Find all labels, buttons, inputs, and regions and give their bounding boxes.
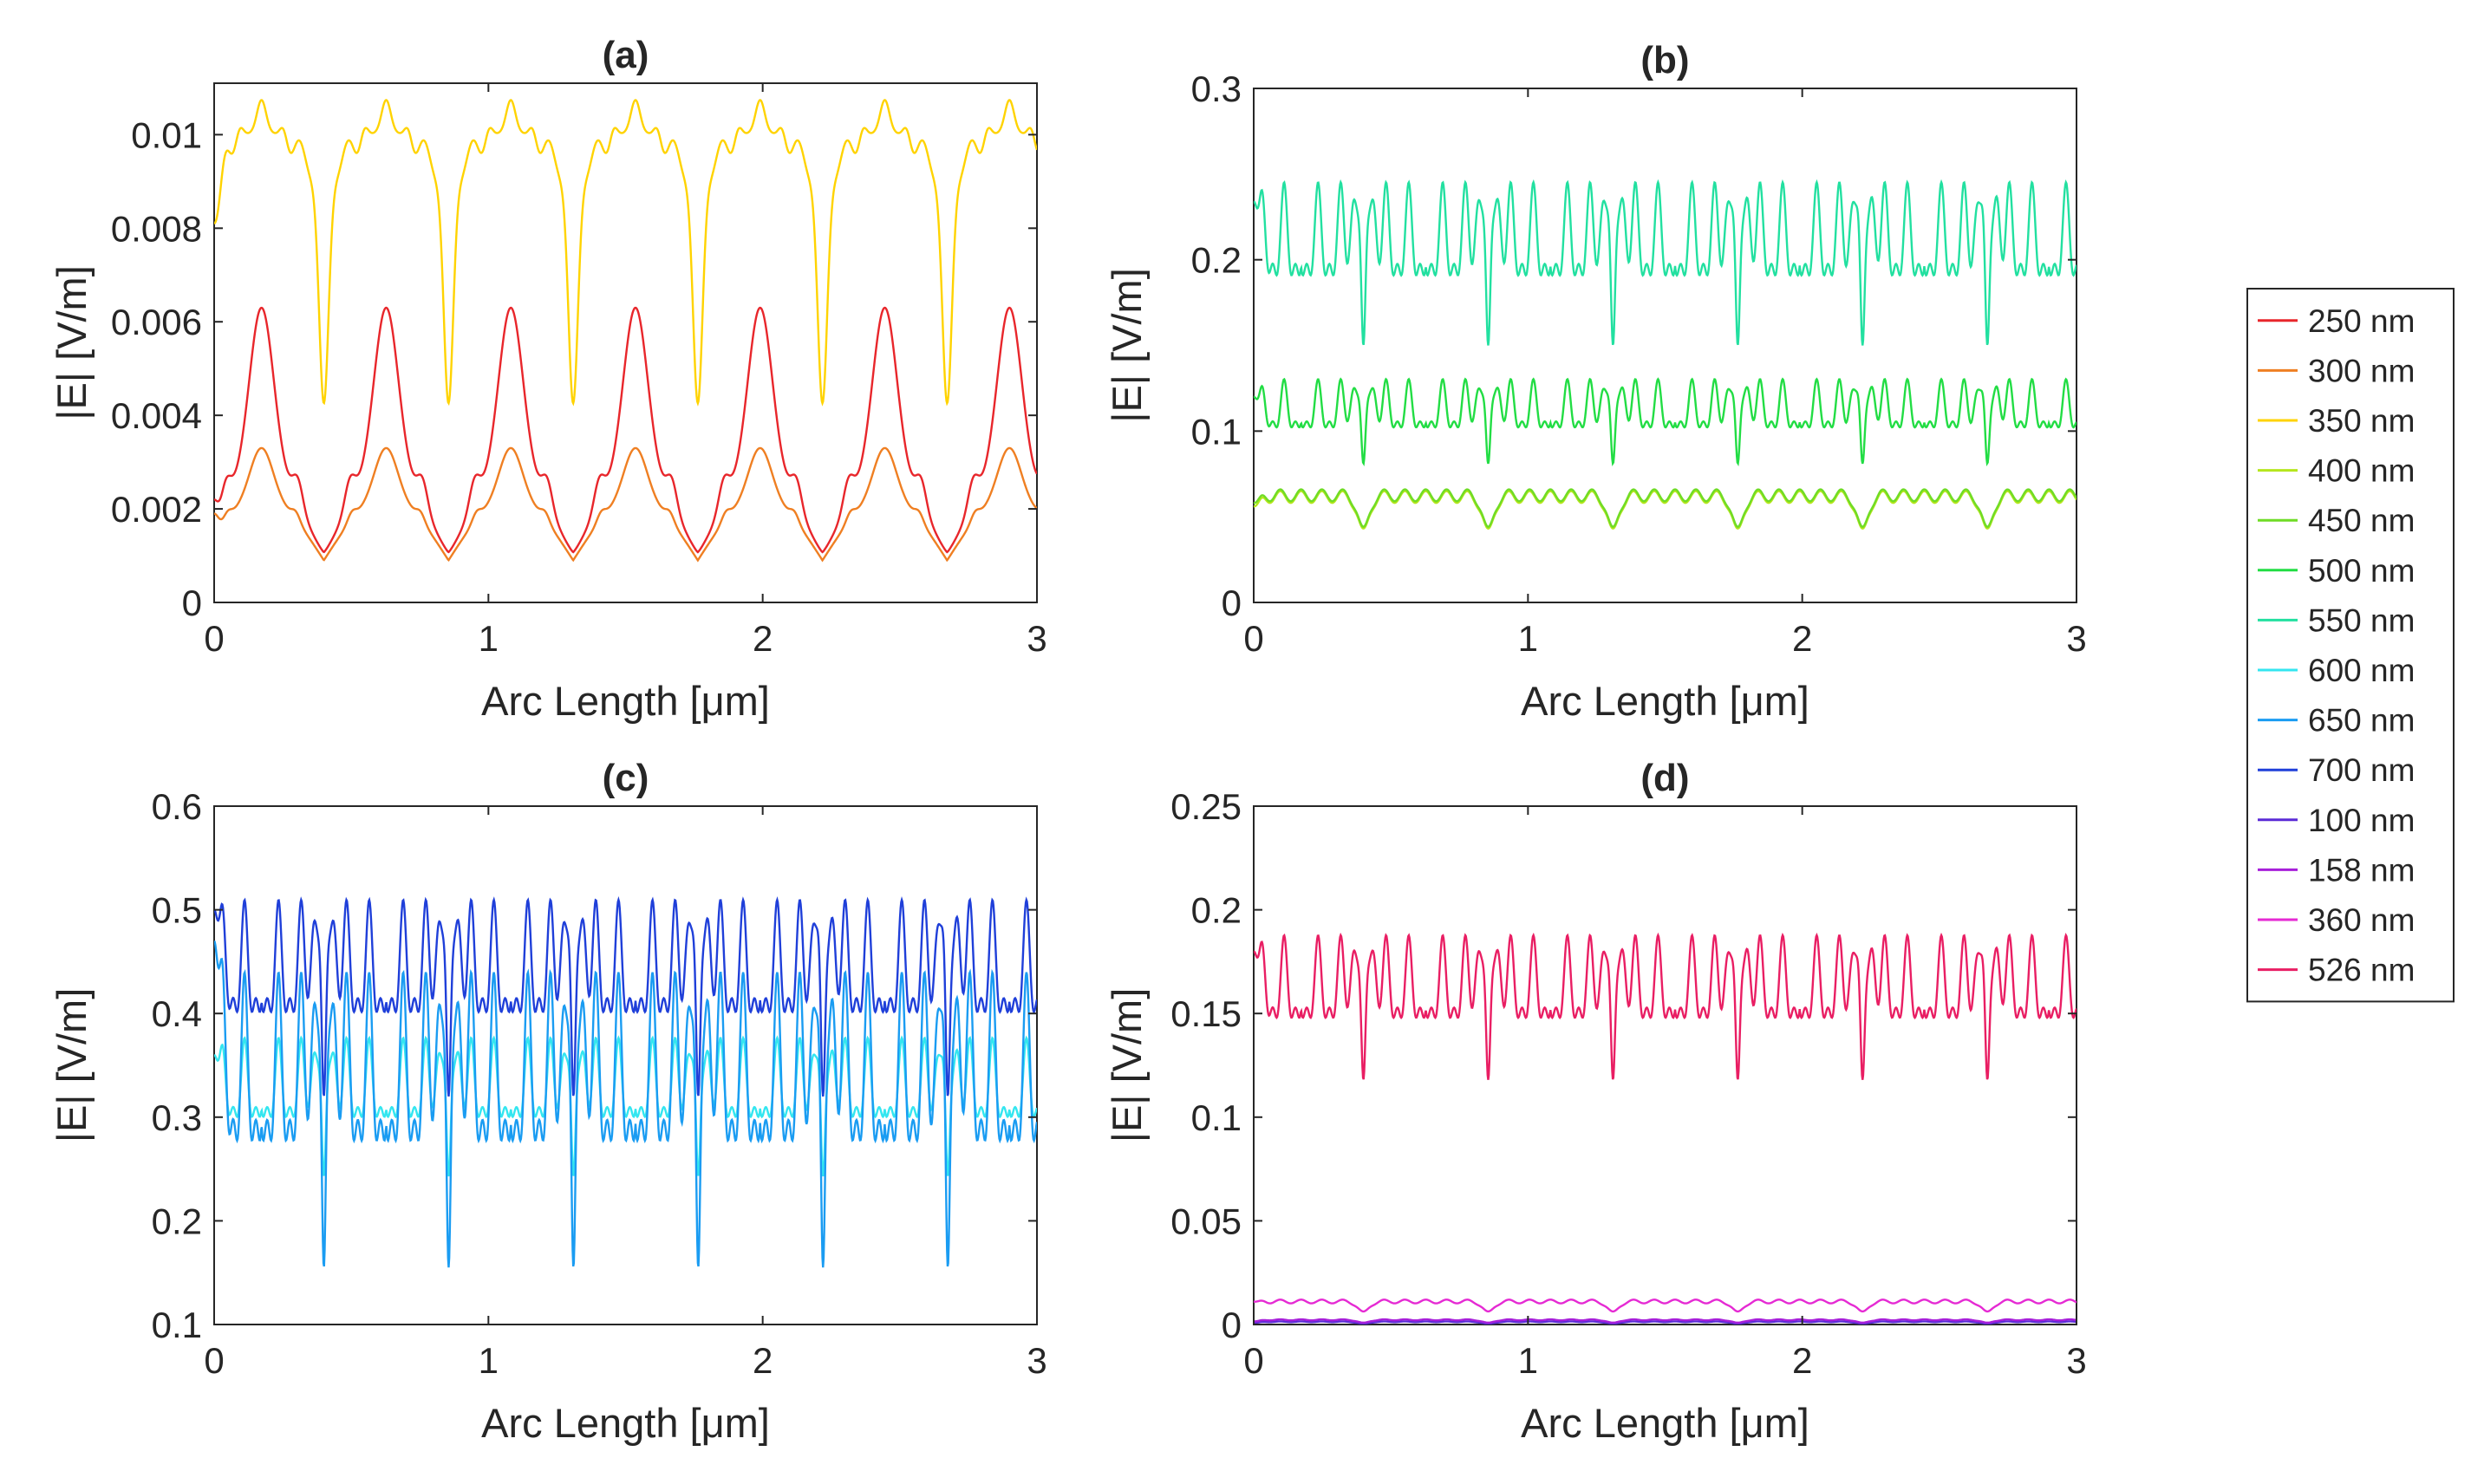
x-tick-label: 0 xyxy=(204,1340,224,1381)
x-tick-label: 1 xyxy=(479,1340,499,1381)
y-tick-label: 0 xyxy=(1222,583,1242,623)
y-tick-label: 0.4 xyxy=(152,993,202,1034)
legend-label: 550 nm xyxy=(2308,602,2415,638)
series-line-158-nm xyxy=(1254,1318,2077,1325)
y-tick-label: 0.004 xyxy=(111,395,202,436)
y-tick-label: 0.01 xyxy=(131,114,202,155)
x-tick-label: 0 xyxy=(204,618,224,659)
legend-label: 158 nm xyxy=(2308,852,2415,888)
axes-frame xyxy=(1253,88,2077,603)
x-axis-label: Arc Length [μm] xyxy=(1521,1400,1809,1446)
y-tick-label: 0.25 xyxy=(1170,786,1242,827)
legend-label: 400 nm xyxy=(2308,453,2415,489)
legend-label: 250 nm xyxy=(2308,303,2415,339)
legend-label: 500 nm xyxy=(2308,553,2415,589)
x-tick-label: 2 xyxy=(1792,1340,1812,1381)
series-line-526-nm xyxy=(1254,932,2077,1080)
y-tick-label: 0.1 xyxy=(152,1305,202,1345)
series-line-100-nm xyxy=(1254,1320,2077,1325)
x-axis-label: Arc Length [μm] xyxy=(481,1400,770,1446)
panel-d: 0 1 2 3 0 0.05 0.1 0.15 0.2 0.25 (d) Arc Length [μm… xyxy=(1104,757,2087,1446)
y-tick-label: 0.002 xyxy=(111,489,202,530)
y-tick-label: 0.2 xyxy=(1191,240,1242,281)
legend-label: 100 nm xyxy=(2308,803,2415,838)
axes-frame xyxy=(213,82,1038,603)
y-tick-label: 0.15 xyxy=(1170,993,1242,1034)
series-line-650-nm xyxy=(214,940,1037,1268)
x-tick-label: 1 xyxy=(1518,1340,1538,1381)
legend-label: 450 nm xyxy=(2308,503,2415,538)
y-axis-label: |E| [V/m] xyxy=(1104,988,1150,1143)
legend: 250 nm 300 nm 350 nm 400 nm 450 nm 500 nm 550 … xyxy=(2246,288,2455,1003)
y-tick-label: 0.2 xyxy=(1191,890,1242,931)
y-tick-label: 0.2 xyxy=(152,1201,202,1241)
x-tick-label: 0 xyxy=(1243,1340,1263,1381)
series-line-350-nm xyxy=(214,99,1037,407)
series-line-450-nm xyxy=(1254,488,2077,528)
y-tick-label: 0.1 xyxy=(1191,411,1242,452)
x-tick-label: 2 xyxy=(1792,618,1812,659)
panel-title: (d) xyxy=(1640,757,1689,799)
series-group xyxy=(214,895,1037,1268)
y-tick-label: 0.3 xyxy=(152,1097,202,1138)
x-tick-label: 3 xyxy=(2066,1340,2086,1381)
y-tick-label: 0 xyxy=(182,583,202,623)
axes-frame xyxy=(1253,805,2077,1325)
legend-label: 350 nm xyxy=(2308,403,2415,439)
series-line-700-nm xyxy=(214,895,1037,1097)
series-group xyxy=(1254,179,2077,530)
x-tick-label: 3 xyxy=(2066,618,2086,659)
y-tick-label: 0.3 xyxy=(1191,68,1242,109)
series-group xyxy=(1254,932,2077,1325)
y-tick-label: 0.6 xyxy=(152,786,202,827)
y-tick-label: 0.1 xyxy=(1191,1097,1242,1138)
y-tick-label: 0.05 xyxy=(1170,1201,1242,1241)
x-axis-label: Arc Length [μm] xyxy=(1521,678,1809,724)
series-line-550-nm xyxy=(1254,179,2077,346)
y-tick-label: 0.5 xyxy=(152,890,202,931)
series-line-250-nm xyxy=(214,306,1037,554)
legend-label: 700 nm xyxy=(2308,752,2415,788)
x-tick-label: 3 xyxy=(1027,1340,1046,1381)
x-tick-label: 2 xyxy=(753,1340,773,1381)
panel-c: 0 1 2 3 0.1 0.2 0.3 0.4 0.5 0.6 (c) Arc Length [μm]… xyxy=(49,757,1047,1446)
legend-label: 600 nm xyxy=(2308,653,2415,688)
x-tick-label: 3 xyxy=(1027,618,1046,659)
legend-label: 360 nm xyxy=(2308,902,2415,938)
y-axis-label: |E| [V/m] xyxy=(1104,268,1150,423)
legend-box xyxy=(2246,288,2455,1003)
x-tick-label: 2 xyxy=(753,618,773,659)
y-tick-label: 0.006 xyxy=(111,302,202,342)
panel-b: 0 1 2 3 0 0.1 0.2 0.3 (b) Arc Length [μm] |E| [V/m… xyxy=(1104,39,2087,724)
legend-label: 526 nm xyxy=(2308,953,2415,988)
x-tick-label: 1 xyxy=(1518,618,1538,659)
legend-label: 650 nm xyxy=(2308,703,2415,739)
y-axis-label: |E| [V/m] xyxy=(49,988,95,1143)
y-tick-label: 0 xyxy=(1222,1305,1242,1345)
legend-label: 300 nm xyxy=(2308,353,2415,388)
panel-a: 0 1 2 3 0 0.002 0.004 0.006 0.008 0.01 (a) Arc Leng… xyxy=(49,34,1047,724)
y-axis-label: |E| [V/m] xyxy=(49,265,95,420)
panels: 0 1 2 3 0 0.002 0.004 0.006 0.008 0.01 (a) Arc Leng… xyxy=(49,34,2087,1446)
y-tick-label: 0.008 xyxy=(111,208,202,249)
x-tick-label: 0 xyxy=(1243,618,1263,659)
series-line-500-nm xyxy=(1254,377,2077,467)
series-line-360-nm xyxy=(1254,1298,2077,1313)
x-tick-label: 1 xyxy=(479,618,499,659)
panel-title: (a) xyxy=(603,34,649,76)
series-line-300-nm xyxy=(214,446,1037,563)
panel-title: (b) xyxy=(1640,39,1689,81)
panel-title: (c) xyxy=(603,757,649,799)
x-axis-label: Arc Length [μm] xyxy=(481,678,770,724)
series-group xyxy=(214,99,1037,563)
